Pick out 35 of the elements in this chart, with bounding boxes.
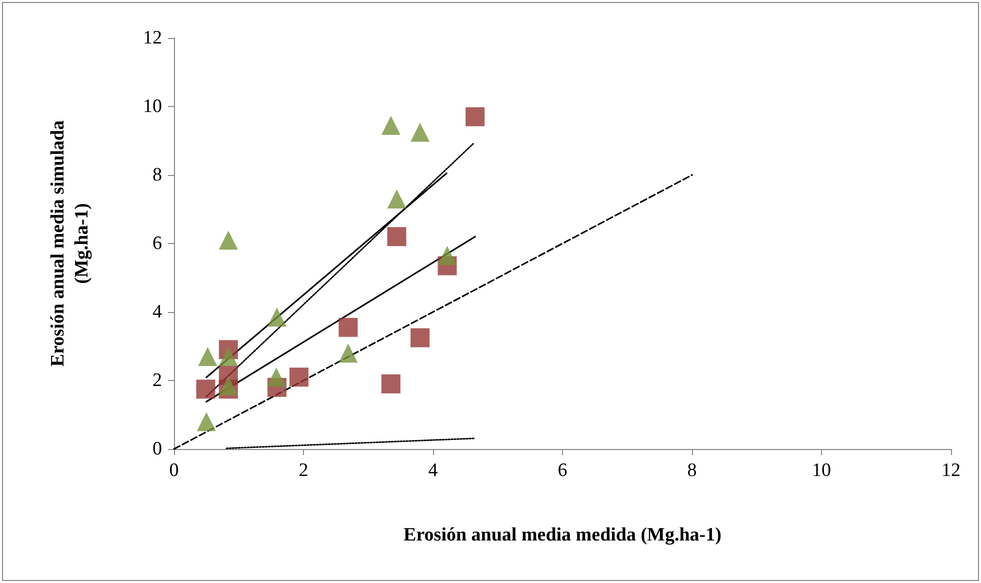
point xyxy=(387,227,406,246)
point xyxy=(196,412,216,432)
point xyxy=(381,374,400,394)
y-tick-label: 10 xyxy=(143,96,162,117)
x-tick-label: 6 xyxy=(558,460,568,481)
y-tick-label: 8 xyxy=(152,164,162,186)
x-tick-label: 12 xyxy=(942,460,960,481)
x-tick-label: 2 xyxy=(298,460,308,481)
point xyxy=(267,308,286,327)
x-axis-title: Erosión anual media medida (Mg.ha-1) xyxy=(404,524,722,546)
point xyxy=(196,380,216,399)
y-tick-label: 12 xyxy=(143,28,162,48)
x-tick-label: 8 xyxy=(687,460,697,481)
point xyxy=(381,116,400,135)
y-tick-label: 4 xyxy=(152,302,162,322)
point xyxy=(410,122,430,142)
x-tick-label: 4 xyxy=(428,460,438,481)
point xyxy=(466,107,485,126)
point xyxy=(387,189,406,208)
point xyxy=(218,376,238,396)
point xyxy=(198,347,218,366)
point xyxy=(338,318,358,337)
point xyxy=(410,328,430,348)
point xyxy=(218,347,238,366)
point xyxy=(338,344,358,363)
y-tick-label: 0 xyxy=(152,438,162,460)
x-tick-label: 0 xyxy=(169,460,179,481)
y-axis-title: Erosión anual media simulada (Mg.ha-1) xyxy=(48,120,92,367)
y-tick-label: 2 xyxy=(152,370,162,391)
y-tick-label: 6 xyxy=(152,233,162,254)
point xyxy=(266,368,286,387)
point xyxy=(218,230,238,250)
x-tick-label: 10 xyxy=(812,460,831,481)
point xyxy=(289,368,308,387)
point xyxy=(438,246,457,265)
